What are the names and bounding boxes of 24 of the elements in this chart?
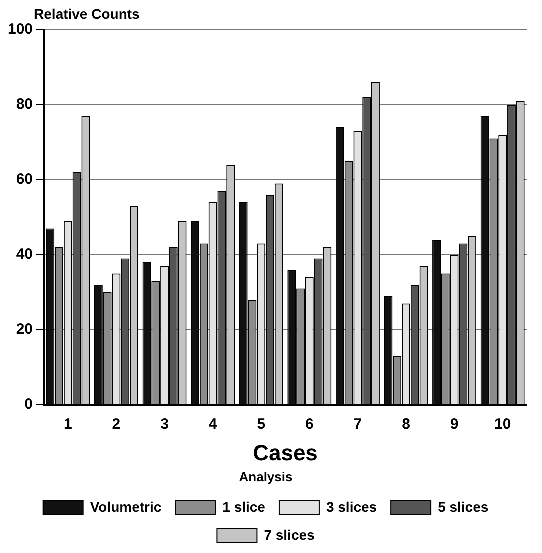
x-tick-label: 5 bbox=[257, 416, 266, 434]
legend-title: Analysis bbox=[239, 469, 293, 484]
x-tick-label: 6 bbox=[305, 416, 314, 434]
x-tick-label: 10 bbox=[494, 416, 512, 434]
y-tick-label: 40 bbox=[16, 246, 34, 264]
legend-label: 5 slices bbox=[438, 498, 489, 515]
legend-label: 3 slices bbox=[326, 498, 378, 515]
x-tick-label: 1 bbox=[64, 416, 72, 434]
legend-label: Volumetric bbox=[90, 498, 162, 515]
x-tick-label: 7 bbox=[354, 416, 362, 434]
legend-label: 1 slice bbox=[222, 498, 266, 515]
y-tick-label: 0 bbox=[24, 396, 34, 414]
x-tick-label: 4 bbox=[208, 416, 218, 434]
x-axis-title: Cases bbox=[253, 440, 318, 466]
y-tick-label: 20 bbox=[16, 321, 34, 338]
x-tick-label: 8 bbox=[402, 416, 410, 434]
x-tick-label: 3 bbox=[160, 416, 169, 434]
x-tick-label: 2 bbox=[112, 416, 121, 434]
y-axis-title: Relative Counts bbox=[34, 6, 140, 22]
y-tick-label: 80 bbox=[16, 96, 34, 114]
legend-label: 7 slices bbox=[264, 526, 316, 543]
x-tick-label: 9 bbox=[450, 416, 459, 434]
y-tick-label: 100 bbox=[8, 21, 34, 38]
y-tick-label: 60 bbox=[16, 171, 34, 188]
